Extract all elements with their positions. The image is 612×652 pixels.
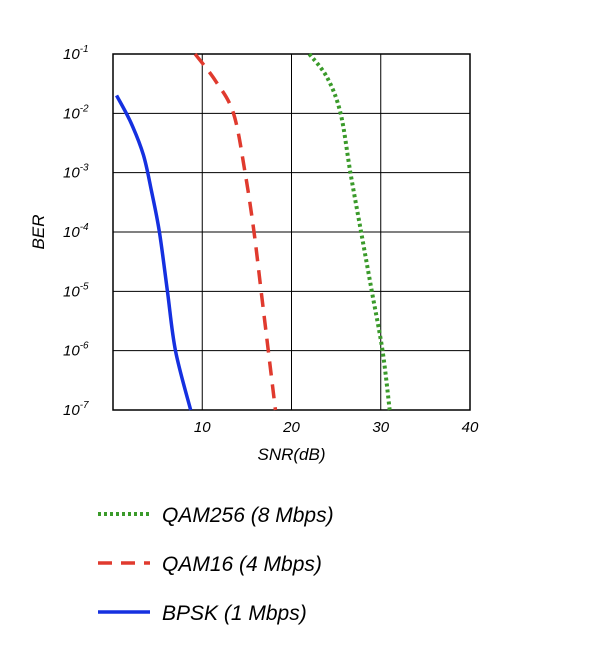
x-tick-label: 20 [282,419,300,436]
series-line-2 [115,94,193,411]
y-tick-label: 10-1 [63,44,89,63]
y-axis-label: BER [29,215,48,250]
x-axis-label: SNR(dB) [257,445,325,464]
legend-label-0: QAM256 (8 Mbps) [162,504,334,527]
y-tick-label: 10-7 [63,400,89,419]
y-tick-label: 10-5 [63,281,89,300]
y-tick-label: 10-6 [63,341,89,360]
x-tick-label: 40 [462,419,479,436]
plot-frame [112,53,471,411]
y-tick-label: 10-4 [63,222,89,241]
y-tick-label: 10-3 [63,163,89,182]
series-line-1 [193,52,278,411]
legend: QAM256 (8 Mbps) QAM16 (4 Mbps) BPSK (1 Mbp… [98,504,334,625]
series-line-0 [307,52,392,411]
y-tick-label: 10-2 [63,103,89,122]
y-tick-labels: 10-1 10-2 10-3 10-4 10-5 10-6 10-7 [63,44,89,419]
legend-label-2: BPSK (1 Mbps) [162,602,307,625]
x-tick-labels: 10 20 30 40 [194,419,479,436]
grid [113,53,471,411]
x-tick-label: 10 [194,419,211,436]
legend-label-1: QAM16 (4 Mbps) [162,553,322,576]
x-tick-label: 30 [372,419,389,436]
series-layer [115,52,392,411]
